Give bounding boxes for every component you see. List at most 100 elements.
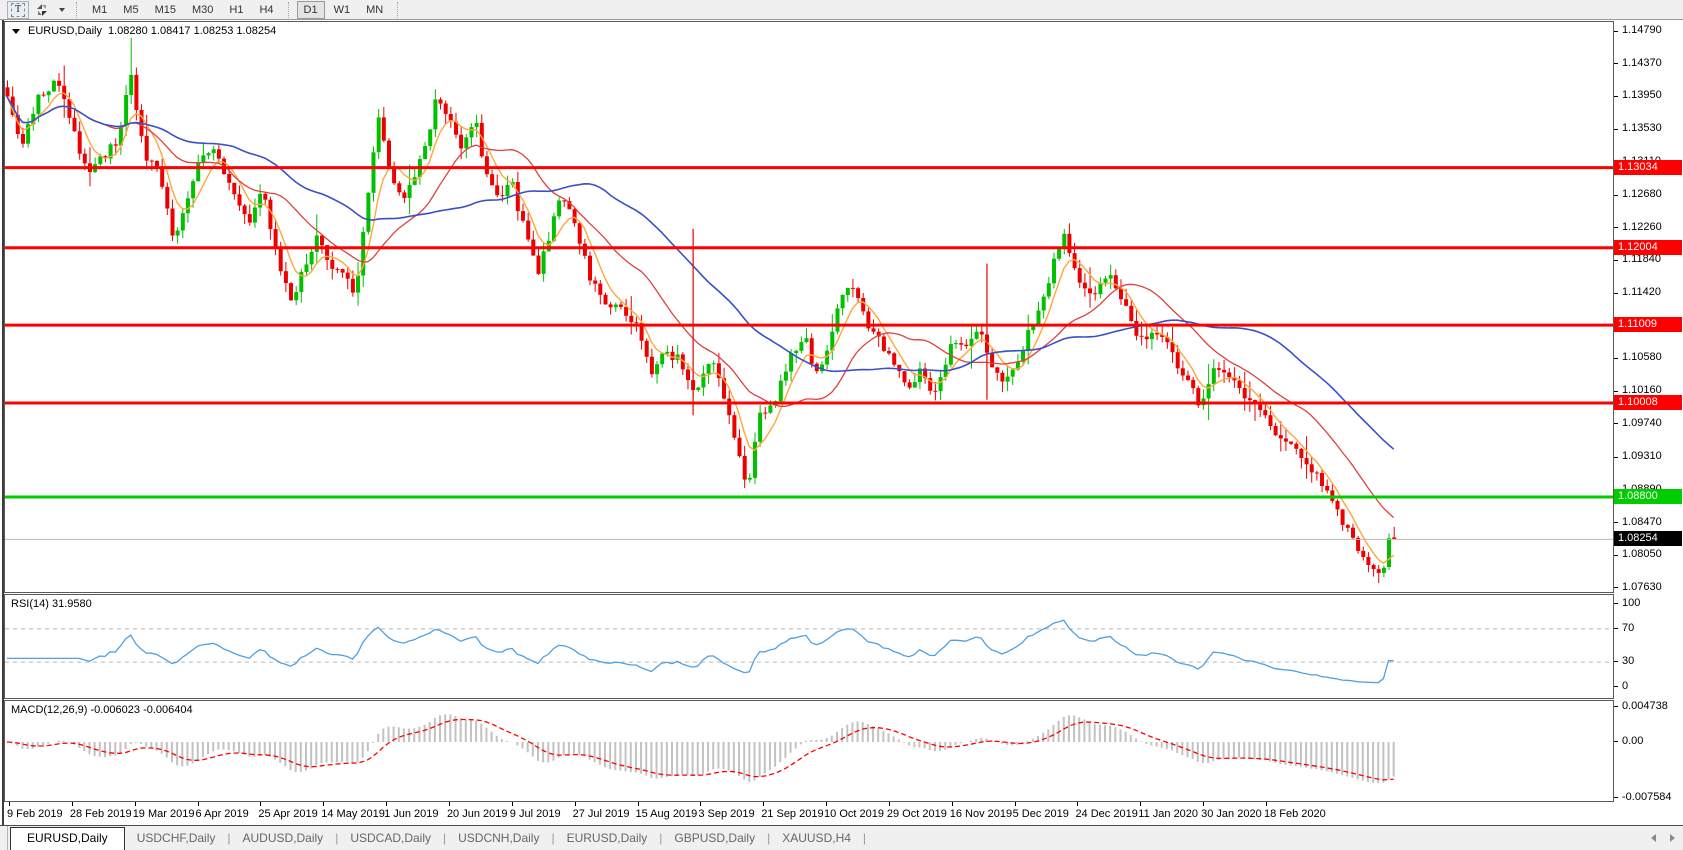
date-label: 9 Feb 2019: [7, 808, 63, 820]
ma-mid-line: [6, 96, 1395, 519]
date-label: 24 Dec 2019: [1075, 808, 1138, 820]
timeframe-button-m5[interactable]: M5: [116, 1, 145, 19]
candles: [5, 38, 1397, 584]
arrows-icon: [37, 3, 47, 16]
timeframe-button-m30[interactable]: M30: [185, 1, 220, 19]
arrows-dropdown-button[interactable]: [55, 1, 69, 19]
macd-tick-label: 0.00: [1622, 735, 1644, 747]
rsi-axis: 100 70 30 0: [1614, 594, 1683, 699]
macd-tick: [1614, 705, 1618, 707]
macd-tick-label: -0.007584: [1622, 791, 1672, 804]
timeframe-button-mn[interactable]: MN: [359, 1, 390, 19]
price-tick-label: 1.13530: [1622, 122, 1662, 134]
price-tick-label: 1.12680: [1622, 188, 1662, 201]
price-tick-label: 1.14370: [1622, 56, 1662, 69]
arrows-tool-button[interactable]: [31, 1, 53, 19]
text-tool-button[interactable]: T: [7, 0, 29, 19]
price-tick: [1614, 63, 1618, 65]
price-tick: [1614, 456, 1618, 458]
toolbar: T M1 M5 M15 M30 H1 H4 D1 W1 MN: [0, 0, 1683, 20]
macd-tick: [1614, 741, 1618, 742]
macd-panel[interactable]: [4, 700, 1614, 802]
date-tick: [386, 802, 388, 806]
rsi-tick: [1614, 627, 1618, 629]
price-tick: [1614, 30, 1618, 32]
timeframe-button-m1[interactable]: M1: [85, 1, 114, 19]
date-label: 1 Jun 2019: [384, 808, 439, 820]
date-tick: [448, 802, 450, 806]
timeframe-button-d1[interactable]: D1: [296, 0, 325, 19]
price-tick: [1614, 423, 1618, 425]
chart-tab-active[interactable]: EURUSD,Daily: [10, 826, 125, 850]
main-price-chart[interactable]: [4, 21, 1614, 593]
chart-tab[interactable]: USDCAD,Daily: [350, 831, 431, 845]
symbol-caret-icon: [12, 28, 20, 34]
level-price-tag: 1.11009: [1614, 317, 1682, 333]
date-tick: [9, 802, 10, 806]
price-tick-label: 1.10580: [1622, 351, 1662, 364]
chart-tab[interactable]: GBPUSD,Daily: [674, 831, 756, 845]
level-price-tag: 1.10008: [1614, 394, 1682, 410]
tab-scroll-right-icon[interactable]: [1670, 834, 1675, 842]
date-label: 19 Mar 2019: [132, 808, 195, 820]
date-label: 9 Jul 2019: [509, 808, 561, 820]
chart-tab[interactable]: AUDUSD,Daily: [242, 831, 324, 845]
tab-separator: |: [443, 831, 447, 845]
price-tick-label: 1.14790: [1622, 24, 1662, 36]
level-price-tag: 1.08800: [1614, 488, 1682, 504]
date-tick: [323, 802, 325, 806]
window-left-border: [2, 20, 4, 847]
date-label: 21 Sep 2019: [761, 808, 824, 820]
price-tick-label: 1.13950: [1622, 89, 1662, 102]
price-tick-label: 1.08050: [1622, 548, 1662, 561]
macd-signal-line: [6, 718, 1394, 781]
chart-tab[interactable]: USDCHF,Daily: [136, 831, 216, 845]
timeframe-button-w1[interactable]: W1: [327, 1, 358, 19]
date-tick: [826, 802, 828, 806]
rsi-panel[interactable]: [4, 594, 1614, 699]
price-tick: [1614, 128, 1618, 130]
chart-tabs: EURUSD,Daily USDCHF,Daily | AUDUSD,Daily | US…: [10, 826, 866, 850]
current-price-tag: 1.08254: [1614, 531, 1682, 547]
date-label: 27 Jul 2019: [572, 808, 630, 820]
date-label: 15 Aug 2019: [635, 808, 698, 820]
rsi-tick-label: 0: [1622, 680, 1629, 692]
price-tick: [1614, 227, 1618, 229]
rsi-tick-label: 70: [1622, 621, 1635, 634]
date-label: 18 Feb 2020: [1264, 808, 1326, 820]
chart-tab[interactable]: EURUSD,Daily: [566, 831, 648, 845]
date-label: 5 Dec 2019: [1012, 808, 1069, 820]
price-tick: [1614, 357, 1618, 359]
rsi-label: RSI(14) 31.9580: [11, 598, 92, 610]
date-axis[interactable]: 9 Feb 2019 28 Feb 2019 19 Mar 2019 6 Apr 20…: [4, 802, 1616, 824]
date-label: 16 Nov 2019: [949, 808, 1013, 820]
date-tick: [1140, 802, 1142, 806]
tab-scroll-left-icon[interactable]: [1651, 834, 1656, 842]
date-label: 14 May 2019: [321, 808, 385, 820]
level-price-tag: 1.13034: [1614, 159, 1682, 175]
price-tick: [1614, 259, 1618, 261]
chart-title: EURUSD,Daily 1.08280 1.08417 1.08253 1.0…: [12, 25, 276, 37]
chart-tab[interactable]: USDCNH,Daily: [458, 831, 540, 845]
timeframe-button-m15[interactable]: M15: [148, 1, 183, 19]
price-tick: [1614, 194, 1618, 196]
price-tick: [1614, 390, 1618, 392]
date-tick: [511, 802, 513, 806]
toolbar-separator: [287, 1, 290, 18]
price-axis[interactable]: 1.147901.143701.139501.135301.131101.126…: [1614, 21, 1683, 593]
price-tick: [1614, 554, 1618, 556]
timeframe-button-h4[interactable]: H4: [252, 1, 280, 19]
toolbar-separator: [76, 1, 78, 18]
macd-label: MACD(12,26,9) -0.006023 -0.006404: [11, 704, 193, 716]
price-tick-label: 1.07630: [1622, 580, 1662, 593]
chart-tab[interactable]: XAUUSD,H4: [782, 831, 851, 845]
date-tick: [763, 802, 765, 806]
ma-fast-line: [6, 92, 1395, 565]
rsi-tick: [1614, 603, 1618, 604]
timeframe-button-h1[interactable]: H1: [222, 1, 250, 19]
price-tick-label: 1.12260: [1622, 220, 1662, 233]
date-label: 6 Apr 2019: [195, 808, 249, 820]
date-tick: [260, 802, 262, 806]
price-tick-label: 1.08470: [1622, 515, 1662, 528]
